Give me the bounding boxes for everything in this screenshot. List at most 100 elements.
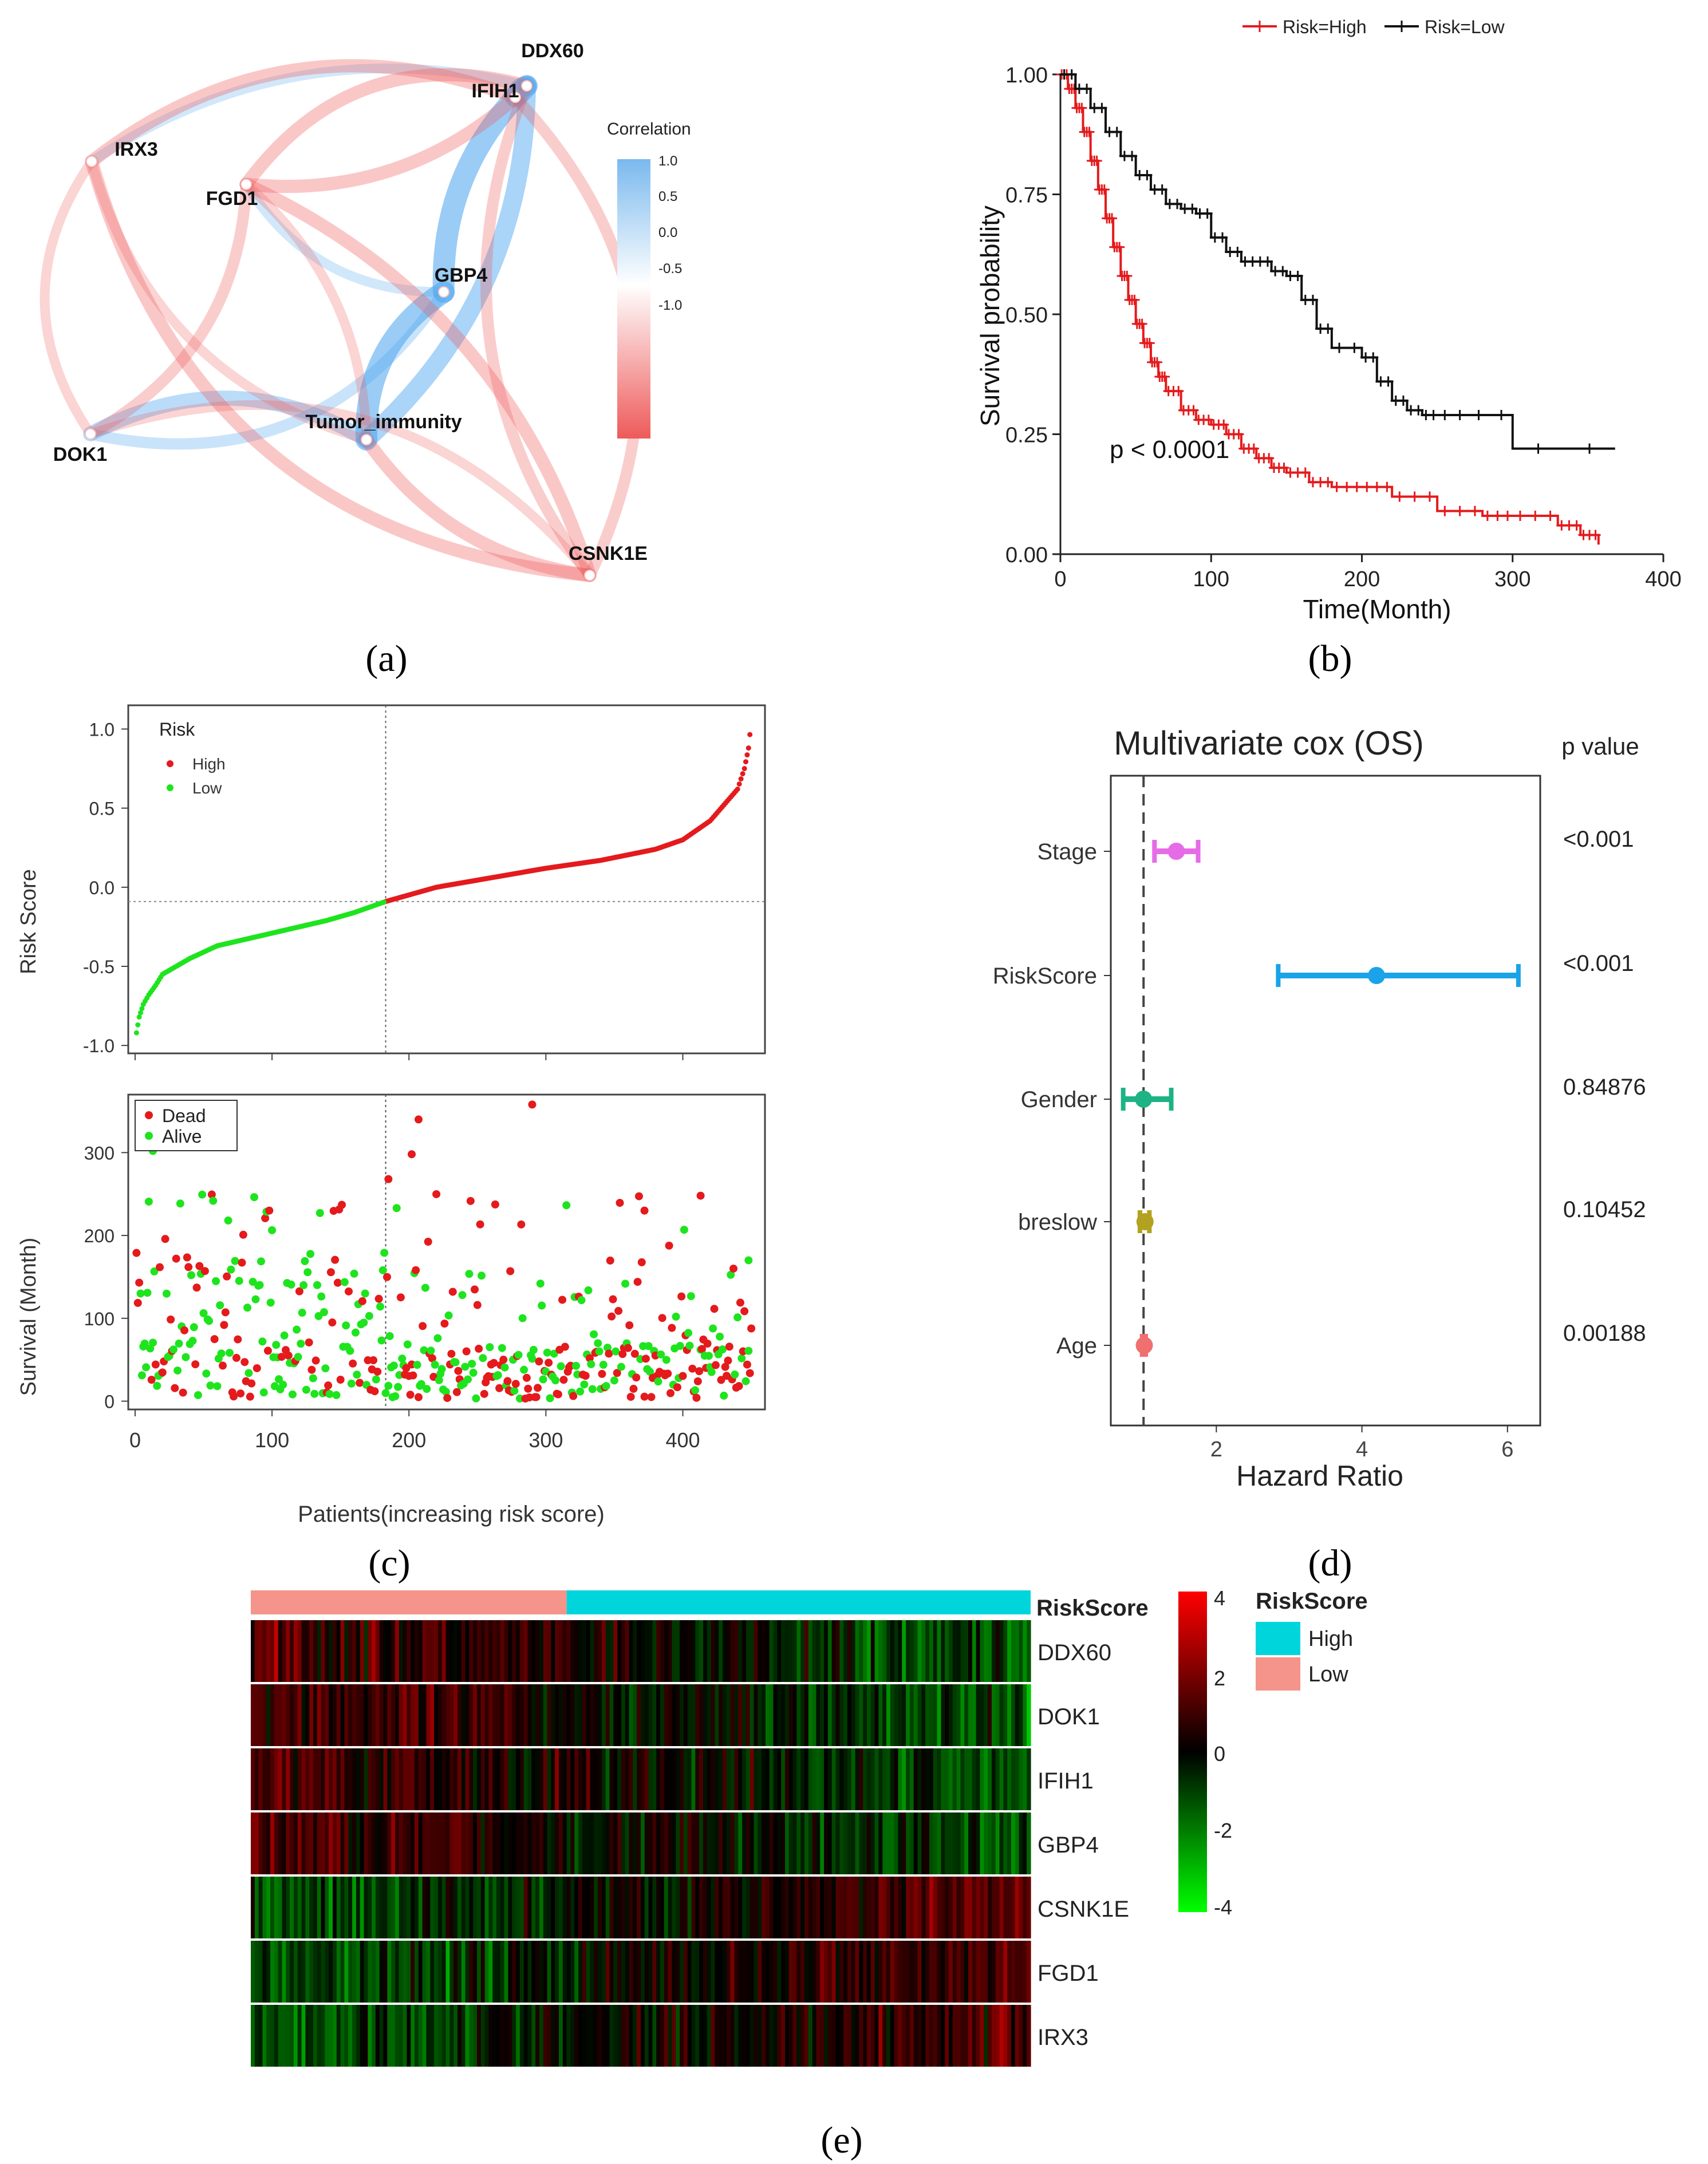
heatmap-cell — [290, 1812, 294, 1874]
heatmap-cell — [527, 1620, 532, 1682]
heatmap-cell — [625, 2005, 630, 2067]
heatmap-cell — [601, 1941, 606, 2003]
heatmap-cell — [855, 1812, 859, 1874]
heatmap-cell — [465, 2005, 470, 2067]
heatmap-cell — [691, 1941, 696, 2003]
alive-point — [298, 1309, 306, 1317]
heatmap-cell — [375, 1684, 380, 1746]
heatmap-cell — [266, 1812, 271, 1874]
heatmap-cell — [668, 1877, 673, 1938]
heatmap-cell — [480, 1812, 486, 1874]
heatmap-cell — [726, 1812, 731, 1874]
dead-point — [406, 1391, 415, 1399]
heatmap-cell — [831, 1620, 837, 1682]
heatmap-cell — [360, 1941, 365, 2003]
alive-point — [149, 1338, 157, 1347]
censor-mark — [1492, 510, 1503, 521]
heatmap-cell — [372, 2005, 376, 2067]
heatmap-cell — [762, 1812, 766, 1874]
heatmap-cell — [578, 1812, 583, 1874]
heatmap-cell — [270, 1748, 275, 1810]
outlier-point — [384, 1175, 393, 1183]
dead-point — [370, 1387, 379, 1396]
heatmap-cell — [403, 2005, 407, 2067]
dead-point — [331, 1255, 340, 1264]
heatmap-cell — [500, 2005, 505, 2067]
heatmap-row-label: CSNK1E — [1038, 1897, 1129, 1922]
dead-point — [735, 1382, 743, 1391]
heatmap-cell — [976, 1620, 981, 1682]
dead-point — [637, 1258, 646, 1266]
heatmap-cell — [866, 1684, 871, 1746]
heatmap-cell — [601, 1620, 606, 1682]
alive-point — [257, 1257, 265, 1266]
alive-point — [137, 1371, 146, 1380]
survival-y-label: Survival (Month) — [17, 1238, 41, 1396]
heatmap-cell — [972, 1941, 977, 2003]
alive-point — [297, 1340, 305, 1348]
alive-point — [380, 1249, 389, 1257]
heatmap-cell — [890, 1941, 895, 2003]
alive-point — [584, 1286, 593, 1294]
dead-point — [632, 1373, 641, 1382]
heatmap-cell — [788, 1941, 794, 2003]
alive-point — [360, 1318, 368, 1327]
heatmap-cell — [723, 1812, 727, 1874]
heatmap-cell — [426, 1620, 431, 1682]
heatmap-cell — [956, 1748, 961, 1810]
heatmap-cell — [660, 2005, 665, 2067]
heatmap-cell — [754, 1748, 758, 1810]
heatmap-cell — [415, 1812, 419, 1874]
heatmap-cell — [870, 1684, 875, 1746]
heatmap-cell — [329, 1684, 333, 1746]
heatmap-cell — [683, 1877, 688, 1938]
heatmap-cell — [251, 1684, 255, 1746]
heatmap-cell — [290, 1877, 294, 1938]
heatmap-cell — [445, 2005, 450, 2067]
heatmap-cell — [360, 2005, 365, 2067]
censor-mark — [1187, 203, 1198, 214]
heatmap-cell — [886, 1748, 891, 1810]
heatmap-cell — [282, 1812, 286, 1874]
heatmap-cell — [387, 1620, 392, 1682]
heatmap-cell — [282, 1748, 286, 1810]
heatmap-cell — [605, 1748, 610, 1810]
heatmap-cell — [523, 1941, 528, 2003]
censor-mark — [1144, 338, 1155, 349]
heatmap-cell — [906, 1620, 910, 1682]
heatmap-cell — [945, 1877, 949, 1938]
heatmap-cell — [972, 1812, 977, 1874]
censor-mark — [1300, 467, 1311, 478]
heatmap-cell — [594, 1684, 598, 1746]
heatmap-cell — [598, 1748, 602, 1810]
alive-point — [385, 1332, 394, 1340]
heatmap-cell — [676, 1684, 680, 1746]
heatmap-cell — [952, 1941, 957, 2003]
heatmap-cell — [301, 1941, 306, 2003]
heatmap-cell — [266, 1877, 271, 1938]
heatmap-cell — [527, 1684, 532, 1746]
heatmap-cell — [839, 1748, 844, 1810]
heatmap-cell — [808, 1812, 813, 1874]
heatmap-cell — [399, 2005, 404, 2067]
risk-point — [744, 752, 750, 758]
heatmap-cell — [504, 1941, 509, 2003]
heatmap-cell — [449, 1684, 454, 1746]
heatmap-cell — [305, 1877, 310, 1938]
dead-point — [471, 1285, 479, 1294]
heatmap-cell — [356, 2005, 361, 2067]
heatmap-cell — [527, 1877, 532, 1938]
heatmap-cell — [995, 1812, 1000, 1874]
heatmap-colorbar-ticks: 420-2-4 — [1214, 1586, 1232, 1919]
heatmap-cell — [730, 1684, 735, 1746]
heatmap-cell — [286, 1748, 290, 1810]
heatmap-cell — [742, 1812, 747, 1874]
heatmap-cell — [441, 2005, 447, 2067]
plot-frame — [127, 704, 766, 1055]
heatmap-cell — [566, 1812, 571, 1874]
censor-mark — [1533, 443, 1544, 454]
alive-point — [392, 1204, 401, 1213]
heatmap-cell — [609, 1684, 614, 1746]
heatmap-cell — [906, 1684, 910, 1746]
